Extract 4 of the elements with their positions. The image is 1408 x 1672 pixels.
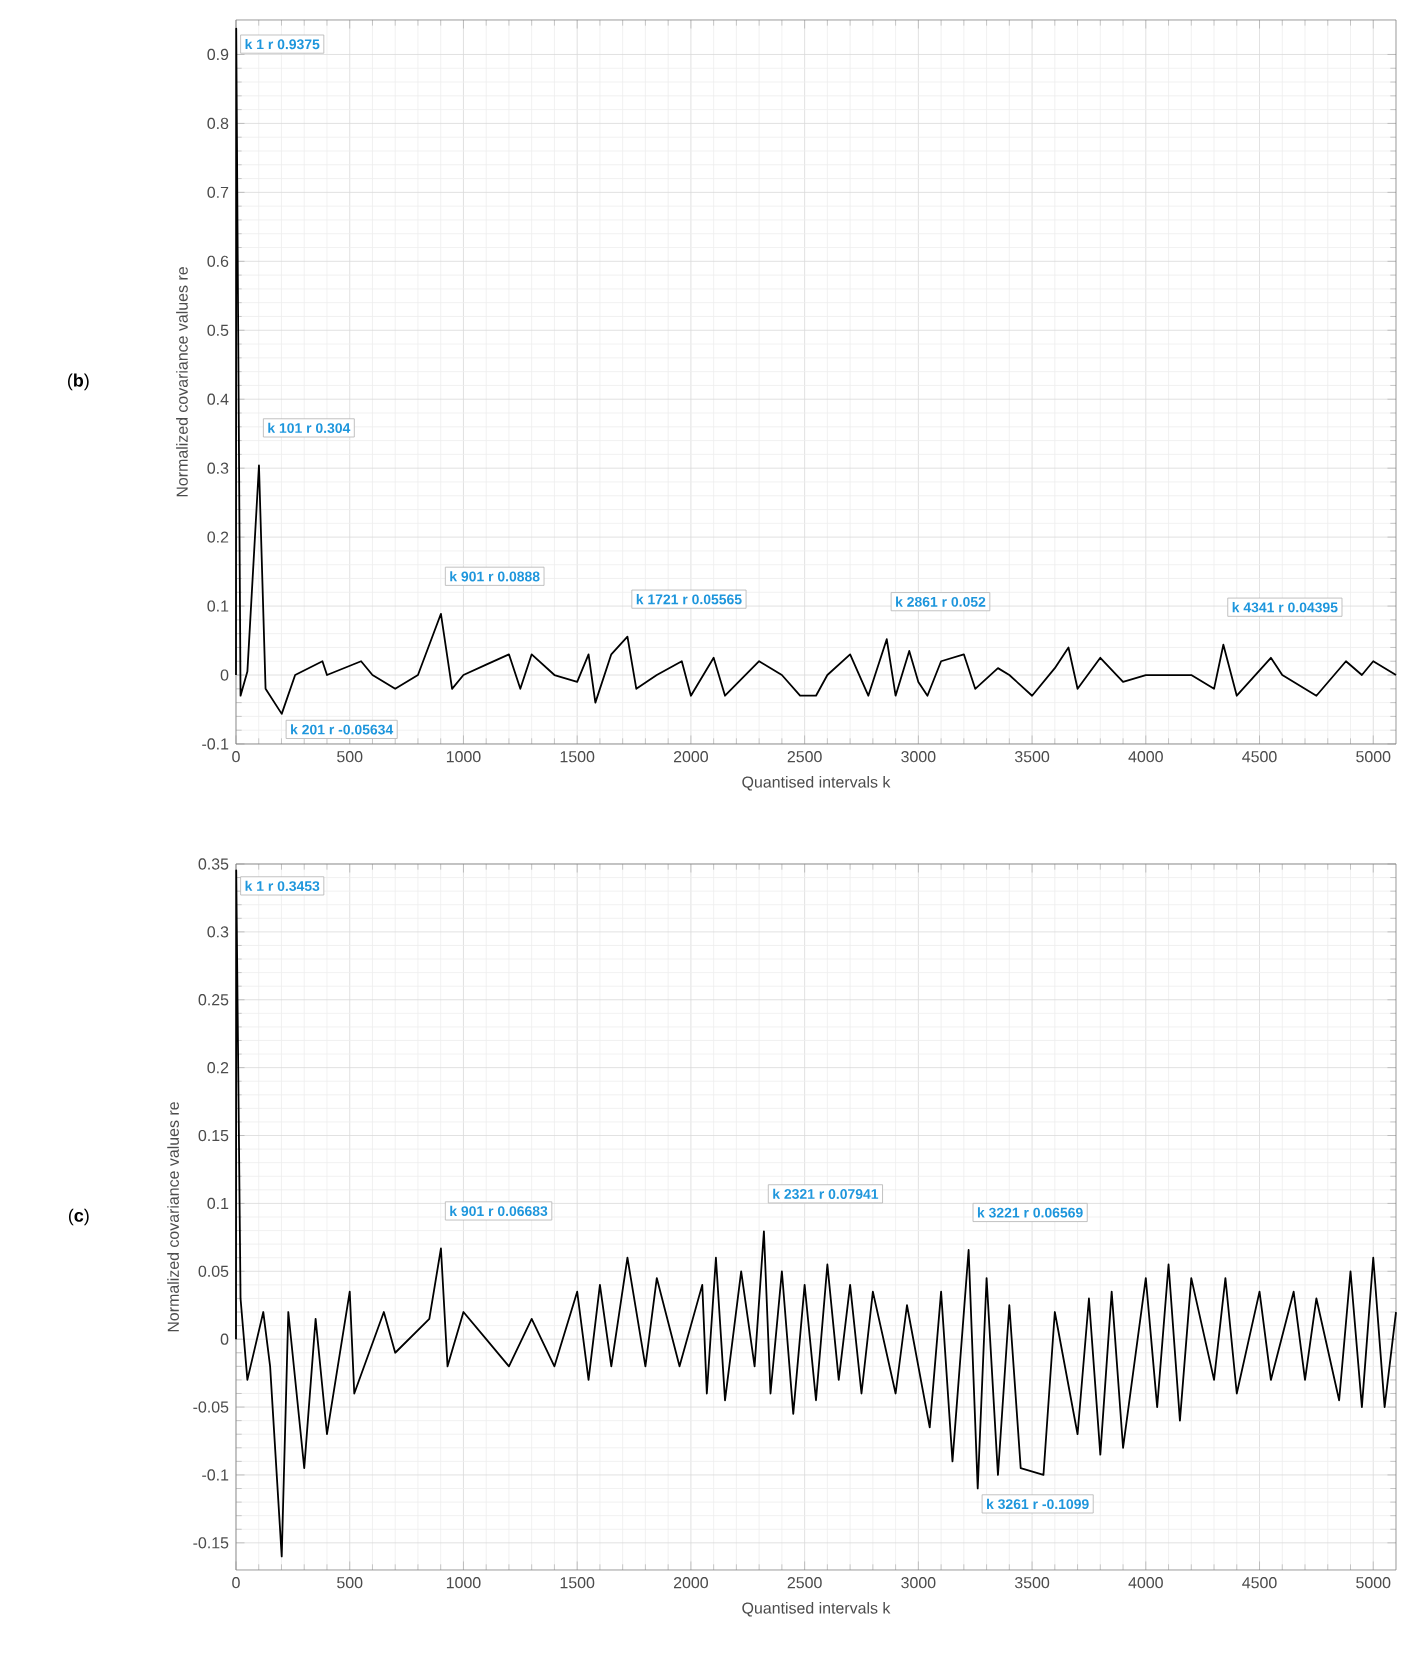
line-series xyxy=(235,27,1397,715)
text: (c) xyxy=(68,1208,89,1226)
line-series xyxy=(235,869,1397,1558)
text: (b) xyxy=(67,373,89,391)
